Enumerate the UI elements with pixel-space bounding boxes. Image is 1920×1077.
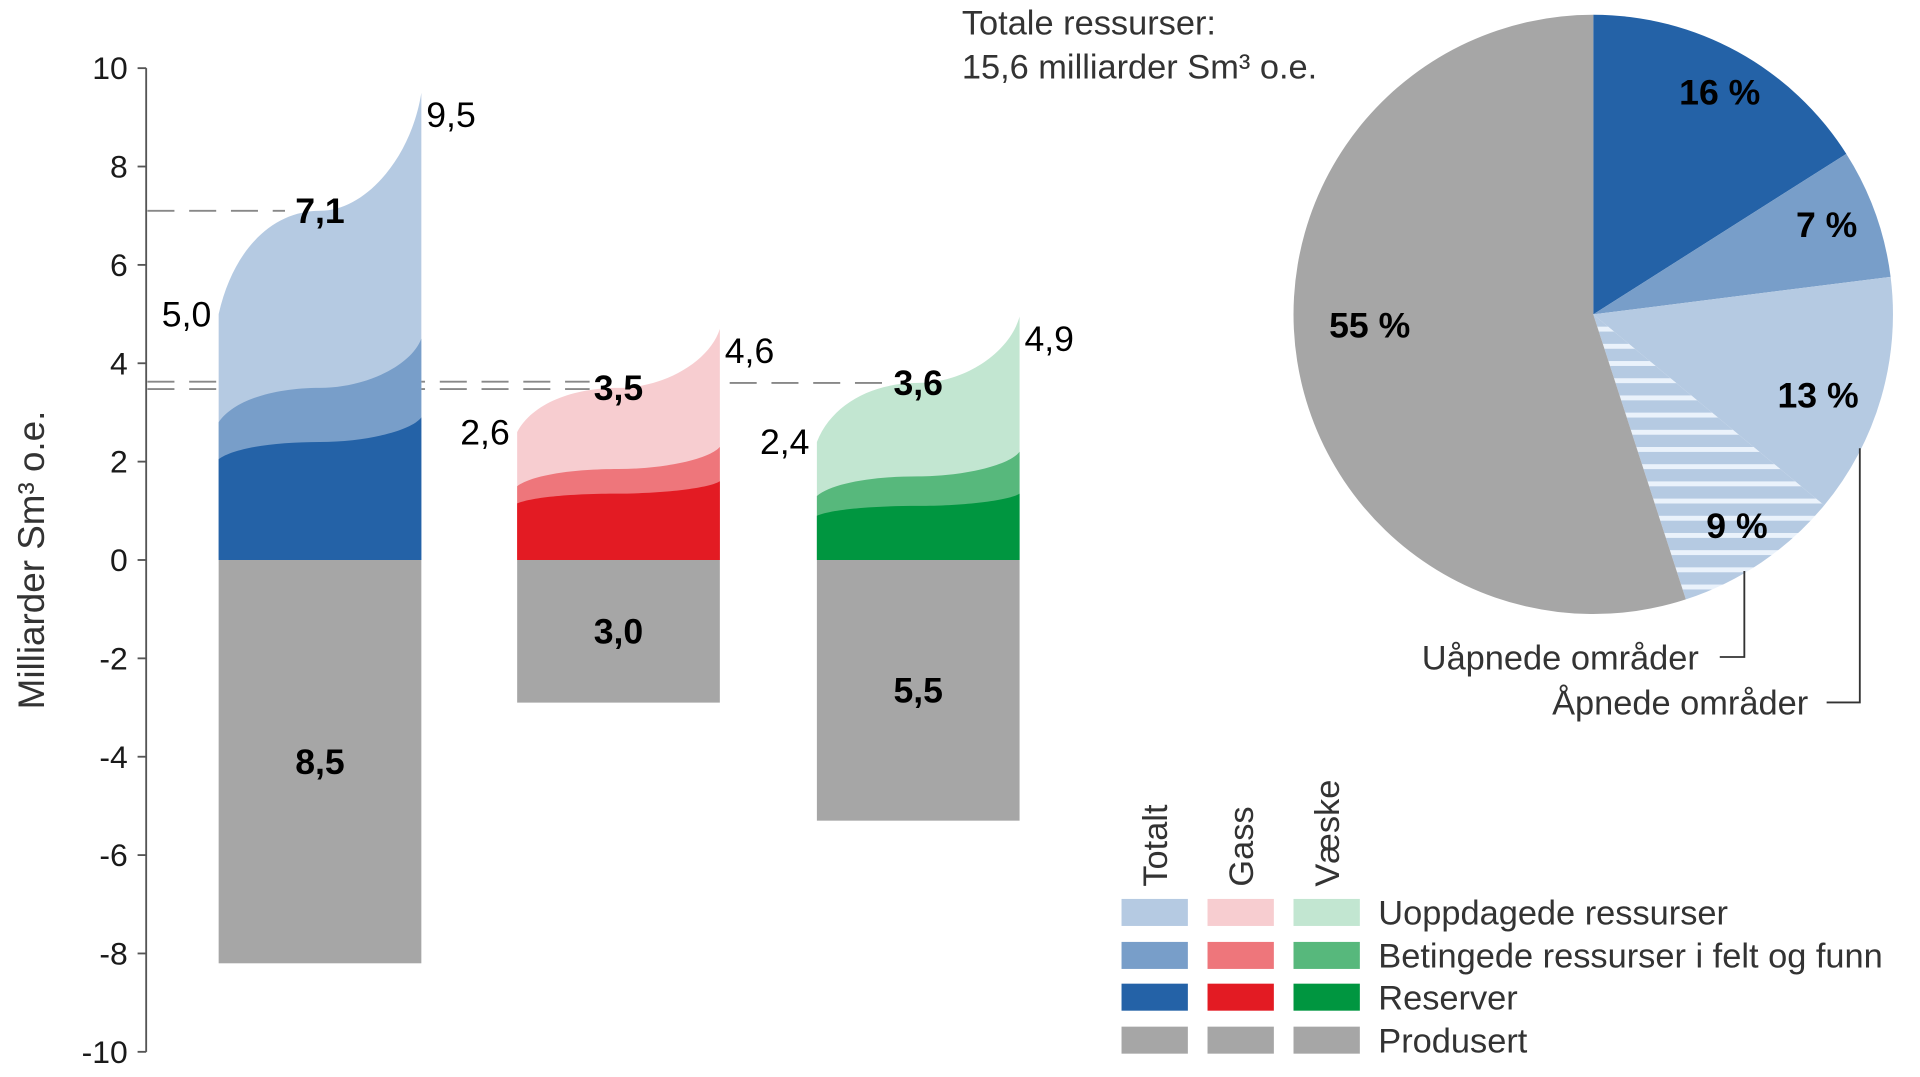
reserves-area (218, 417, 422, 560)
mid-label: 7,1 (295, 191, 345, 231)
annotation-opened: Åpnede områder (1552, 448, 1861, 723)
pie-slice (1593, 314, 1825, 600)
pie-slice-label: 9 % (1706, 506, 1767, 546)
stacked-columns: 8,5 5,0 9,5 7,1 3,0 2,6 4,6 3,5 5,5 2,4 4,9 3,6 (162, 92, 1074, 964)
reserves-area (816, 493, 1020, 560)
mid-label: 3,6 (893, 363, 943, 403)
produced-bar (218, 559, 422, 964)
legend-column-header: Væske (1309, 780, 1347, 887)
pie-slice-label: 16 % (1679, 72, 1760, 112)
pie-slice (1293, 14, 1686, 615)
legend-column-header: Totalt (1137, 804, 1175, 887)
legend-swatch (1207, 983, 1274, 1011)
legend-swatch (1121, 983, 1188, 1011)
legend-swatch (1121, 898, 1188, 926)
y-axis-label: Milliarder Sm³ o.e. (11, 411, 52, 710)
y-tick-label: -10 (82, 1034, 128, 1070)
legend-swatch (1207, 941, 1274, 969)
svg-text:Åpnede områder: Åpnede områder (1552, 684, 1808, 723)
legend-swatch (1121, 941, 1188, 969)
legend-label: Reserver (1378, 979, 1517, 1017)
produced-bar (517, 559, 720, 703)
legend-swatch (1293, 941, 1360, 969)
end-label: 9,5 (426, 95, 476, 135)
legend: Totalt Gass Væske Uoppdagede ressurser Betin… (1121, 780, 1883, 1060)
legend-swatch (1121, 1026, 1188, 1054)
svg-text:Uåpnede områder: Uåpnede områder (1422, 639, 1699, 677)
pie-slice-label: 55 % (1329, 306, 1410, 346)
pie-slice-label: 13 % (1777, 376, 1858, 416)
produced-label: 5,5 (893, 671, 943, 711)
legend-swatch (1293, 983, 1360, 1011)
y-tick-label: -8 (99, 936, 127, 972)
pie-slice (1593, 14, 1847, 315)
y-tick-label: 6 (110, 247, 128, 283)
column-gass: 3,0 2,6 4,6 3,5 (460, 328, 775, 703)
y-tick-label: -2 (99, 640, 127, 676)
pie-slice (1593, 153, 1891, 315)
legend-label: Produsert (1378, 1022, 1528, 1060)
pie-slice (1593, 276, 1893, 506)
pie-slice-label: 7 % (1796, 205, 1857, 245)
pie-title-line2: 15,6 milliarder Sm³ o.e. (962, 49, 1317, 87)
y-tick-label: 0 (110, 542, 128, 578)
start-label: 2,6 (460, 412, 510, 452)
produced-bar (816, 559, 1020, 821)
end-label: 4,9 (1024, 319, 1074, 359)
legend-swatch (1293, 1026, 1360, 1054)
y-tick-label: 8 (110, 149, 128, 185)
legend-swatch (1207, 1026, 1274, 1054)
start-label: 5,0 (162, 294, 212, 334)
annotation-unopened: Uåpnede områder (1422, 571, 1746, 677)
column-væske: 5,5 2,4 4,9 3,6 (760, 316, 1074, 821)
legend-column-header: Gass (1223, 806, 1261, 886)
reserves-area (517, 481, 720, 560)
start-label: 2,4 (760, 422, 810, 462)
legend-label: Uoppdagede ressurser (1378, 895, 1728, 933)
legend-label: Betingede ressurser i felt og funn (1378, 938, 1883, 976)
y-tick-label: 4 (110, 345, 128, 381)
legend-swatch (1207, 898, 1274, 926)
y-tick-label: 2 (110, 444, 128, 480)
mid-label: 3,5 (594, 368, 644, 408)
end-label: 4,6 (725, 331, 775, 371)
y-tick-label: -6 (99, 837, 127, 873)
legend-swatch (1293, 898, 1360, 926)
pie-chart: 16 % 7 % 13 % 9 % 55 % (1293, 14, 1893, 615)
pie-title-line1: Totale ressurser: (962, 4, 1216, 42)
y-tick-label: -4 (99, 739, 127, 775)
produced-label: 3,0 (594, 612, 644, 652)
column-totalt: 8,5 5,0 9,5 7,1 (162, 92, 476, 964)
produced-label: 8,5 (295, 742, 345, 782)
y-tick-label: 10 (92, 50, 128, 86)
y-axis: 10 8 6 4 2 0 -2 -4 -6 -8 -10 (82, 50, 148, 1070)
